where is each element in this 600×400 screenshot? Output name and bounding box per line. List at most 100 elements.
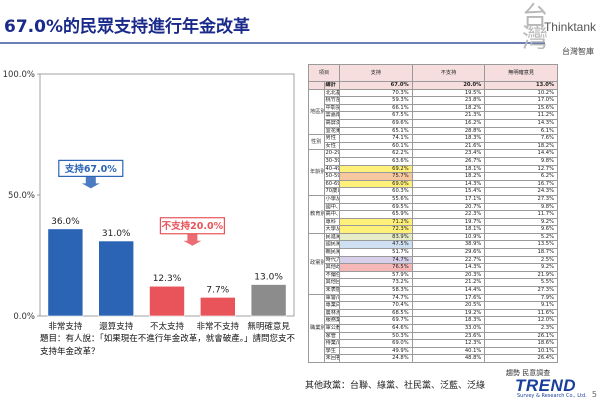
row-label: 國中、初中 [323, 202, 340, 212]
bar-3 [149, 285, 185, 317]
table-row: 教育別小學及以下55.6%17.1%27.3% [308, 194, 558, 234]
cell-oppose: 18.3% [411, 316, 486, 325]
cell-support: 67.5% [339, 111, 413, 120]
total-label: 總計 [323, 81, 340, 90]
cell-no-opinion: 12.0% [484, 316, 558, 325]
table-row: 專業白領70.4%20.5%9.1% [309, 301, 558, 310]
cell-support: 72.3% [339, 225, 413, 234]
table-row: 40-49歲69.2%18.1%12.7% [309, 164, 558, 174]
group-label: 職業別 [308, 293, 325, 363]
cell-no-opinion: 9.8% [484, 202, 558, 212]
cell-no-opinion: 24.3% [484, 187, 558, 196]
page-title: 67.0%的民眾支持進行年金改革 [4, 17, 250, 37]
table-row: 國中、初中69.5%20.7%9.8% [309, 202, 558, 212]
row-label: 時代力量 [323, 255, 340, 265]
cell-support: 69.0% [339, 179, 413, 189]
cell-no-opinion: 12.7% [484, 164, 558, 174]
table-header-row: 項目 支持 不支持 無明確意見 [308, 64, 558, 82]
cell-no-opinion: 26.4% [484, 354, 558, 363]
thinktank-logo: 台灣 Thinktank 台灣智庫 [516, 4, 596, 58]
cell-oppose: 14.4% [411, 286, 486, 295]
bar-chart: 100.0% 50.0% 0.0% 36.0% 非常支持 31.0% 還算支持 12.3% 不太… [0, 62, 300, 362]
cell-oppose: 18.3% [411, 134, 486, 143]
cell-support: 57.9% [339, 270, 413, 280]
cell-support: 70.3% [339, 88, 413, 98]
cell-support: 70.4% [339, 301, 413, 310]
table-row: 職業別軍警/軍眷公務74.7%17.6%7.9% [308, 293, 558, 363]
cell-support: 66.1% [339, 103, 413, 113]
cell-support: 68.5% [339, 308, 413, 318]
row-label: 家管 [323, 331, 340, 341]
cell-no-opinion: 9.8% [484, 156, 558, 166]
table-row: 其他回答73.2%21.2%5.5% [309, 278, 558, 288]
cell-oppose: 21.2% [411, 278, 486, 288]
table-row: 國民黨47.5%38.9%13.5% [309, 240, 558, 250]
cell-oppose: 23.8% [411, 96, 486, 105]
trend-logo: TREND Survey & Research Co., Ltd. [515, 376, 595, 399]
cell-oppose: 14.3% [411, 179, 486, 189]
cell-oppose: 21.6% [411, 141, 486, 151]
group-label: 性別 [308, 134, 325, 151]
cell-support: 69.7% [339, 316, 413, 325]
row-label: 國民黨 [323, 240, 340, 250]
row-label: 桃竹苗 [323, 96, 340, 105]
cell-oppose: 29.6% [411, 248, 486, 257]
cell-oppose: 21.3% [411, 111, 486, 120]
table-row: 高屏澎69.6%16.2%14.3% [309, 118, 558, 128]
table-row: 雲嘉南67.5%21.3%11.2% [309, 111, 558, 120]
row-label: 大學及以上 [323, 225, 340, 234]
cell-support: 49.9% [339, 346, 413, 356]
bar-1 [47, 228, 84, 317]
row-label: 雲嘉南 [323, 111, 340, 120]
trend-logo-text: TREND [515, 376, 577, 395]
trend-logo-sub: Survey & Research Co., Ltd. [517, 393, 587, 399]
cell-no-opinion: 14.4% [484, 149, 558, 158]
cell-oppose: 19.5% [411, 88, 486, 98]
crosstab-table: 項目 支持 不支持 無明確意見 總計 67.0% 20.0% 13.0% 地區別… [308, 64, 558, 363]
cell-oppose: 40.1% [411, 346, 486, 356]
total-cat-cell [308, 81, 325, 90]
cell-support: 65.1% [339, 126, 413, 136]
bar-2 [98, 240, 134, 317]
table-row: 不偏任何黨57.9%20.3%21.9% [309, 270, 558, 280]
table-row: 專科 71.2% 19.7% 9.2% [309, 217, 558, 227]
cell-no-opinion: 2.5% [484, 255, 558, 265]
row-label: 男性 [323, 134, 340, 143]
table-row: 未表態58.3%14.4%27.3% [309, 286, 558, 295]
crosstab-body: 總計 67.0% 20.0% 13.0% 地區別北北基70.3%19.5%10.… [308, 81, 558, 363]
row-label: 其他政黨 [323, 263, 340, 272]
row-label: 20-29歲 [323, 149, 340, 158]
cell-support: 69.0% [339, 339, 413, 348]
cell-support: 59.3% [339, 96, 413, 105]
y-tick-label: 100.0% [3, 70, 35, 80]
col-header-oppose: 不支持 [411, 64, 486, 82]
callout-arrow-icon [81, 176, 100, 189]
cell-support: 62.2% [339, 149, 413, 158]
cell-support: 69.6% [339, 118, 413, 128]
cell-oppose: 28.8% [411, 126, 486, 136]
cell-oppose: 15.4% [411, 187, 486, 196]
cell-oppose: 18.1% [411, 164, 486, 174]
table-row: 農林漁牧礦業工業人員68.5%19.2%11.6% [309, 308, 558, 318]
cell-support: 64.6% [339, 324, 413, 333]
row-label: 親民黨 [323, 248, 340, 257]
page-number: 5 [591, 390, 597, 399]
cell-oppose: 20.3% [411, 270, 486, 280]
bar-4 [200, 297, 236, 317]
cell-no-opinion: 11.6% [484, 308, 558, 318]
cell-oppose: 18.1% [411, 225, 486, 234]
cell-support: 75.7% [339, 172, 413, 181]
table-row: 時代力量74.7%22.7%2.5% [309, 255, 558, 265]
cell-support: 58.3% [339, 286, 413, 295]
cell-oppose: 22.3% [411, 210, 486, 219]
brand-name: Thinktank [543, 20, 596, 34]
row-label: 小學及以下 [323, 194, 340, 204]
cell-no-opinion: 7.9% [484, 293, 558, 303]
group-label: 地區別 [308, 88, 325, 136]
cell-support: 74.7% [339, 293, 413, 303]
row-label: 高屏澎 [323, 118, 340, 128]
cell-no-opinion: 15.6% [484, 103, 558, 113]
source-label: 趨勢 民意調查 [506, 369, 551, 377]
table-row: 待業/退休69.0%12.3%18.6% [309, 339, 558, 348]
cell-oppose: 17.1% [411, 194, 486, 204]
